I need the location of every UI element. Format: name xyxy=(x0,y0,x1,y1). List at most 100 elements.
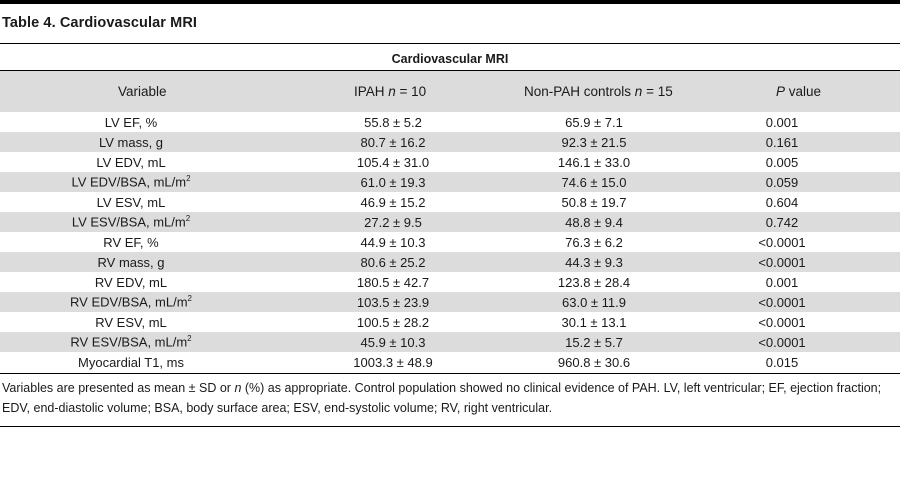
cell-ipah-text: 46.9 ± 15.2 xyxy=(360,194,426,210)
column-header-ipah: IPAH n = 10 xyxy=(262,71,524,112)
cell-p-value-text: 0.161 xyxy=(765,134,799,150)
table-row: RV EF, % 44.9 ± 10.3 76.3 ± 6.2 <0.0001 xyxy=(0,232,900,252)
cell-ipah: 80.6 ± 25.2 xyxy=(262,252,524,272)
table-bottom-rule xyxy=(0,373,900,374)
cell-ipah: 105.4 ± 31.0 xyxy=(262,152,524,172)
cell-controls-text: 30.1 ± 13.1 xyxy=(561,314,627,330)
cell-controls-text: 65.9 ± 7.1 xyxy=(565,114,623,130)
cell-p-value: <0.0001 xyxy=(664,232,900,252)
cell-variable: LV ESV/BSA, mL/m2 xyxy=(0,212,262,232)
cell-ipah: 45.9 ± 10.3 xyxy=(262,332,524,352)
cell-variable: Myocardial T1, ms xyxy=(0,352,262,372)
cell-p-value: <0.0001 xyxy=(664,332,900,352)
cell-variable: RV EF, % xyxy=(0,232,262,252)
cell-controls: 960.8 ± 30.6 xyxy=(524,352,664,372)
cell-p-value-text: 0.742 xyxy=(765,214,799,230)
cell-controls-text: 960.8 ± 30.6 xyxy=(557,354,631,370)
table-row: LV ESV, mL 46.9 ± 15.2 50.8 ± 19.7 0.604 xyxy=(0,192,900,212)
column-header-variable: Variable xyxy=(0,71,262,112)
cell-variable-text: LV EDV, mL xyxy=(96,154,166,170)
controls-n-symbol: n xyxy=(634,84,643,99)
cell-ipah-text: 27.2 ± 9.5 xyxy=(364,214,422,230)
cell-p-value-text: 0.001 xyxy=(765,274,799,290)
cell-ipah-text: 1003.3 ± 48.9 xyxy=(353,354,433,370)
cell-p-value-text: 0.001 xyxy=(765,114,799,130)
cell-controls-text: 92.3 ± 21.5 xyxy=(561,134,627,150)
cell-ipah-text: 100.5 ± 28.2 xyxy=(356,314,430,330)
cell-p-value-text: <0.0001 xyxy=(758,314,806,330)
cell-ipah-text: 80.7 ± 16.2 xyxy=(360,134,426,150)
table-body: LV EF, % 55.8 ± 5.2 65.9 ± 7.1 0.001 LV mass… xyxy=(0,112,900,372)
cell-p-value: 0.015 xyxy=(664,352,900,372)
cell-controls: 123.8 ± 28.4 xyxy=(524,272,664,292)
cell-ipah-text: 61.0 ± 19.3 xyxy=(360,174,426,190)
table-row: RV ESV, mL 100.5 ± 28.2 30.1 ± 13.1 <0.0001 xyxy=(0,312,900,332)
cell-variable: LV ESV, mL xyxy=(0,192,262,212)
cell-controls: 76.3 ± 6.2 xyxy=(524,232,664,252)
cell-p-value: 0.161 xyxy=(664,132,900,152)
cell-ipah-text: 80.6 ± 25.2 xyxy=(360,254,426,270)
cell-variable-text: RV mass, g xyxy=(97,254,165,270)
cell-controls: 63.0 ± 11.9 xyxy=(524,292,664,312)
cell-controls-text: 63.0 ± 11.9 xyxy=(562,294,626,310)
table-row: RV mass, g 80.6 ± 25.2 44.3 ± 9.3 <0.0001 xyxy=(0,252,900,272)
cell-variable: LV EDV, mL xyxy=(0,152,262,172)
cell-ipah-text: 55.8 ± 5.2 xyxy=(364,114,422,130)
cell-p-value: 0.005 xyxy=(664,152,900,172)
cell-controls: 15.2 ± 5.7 xyxy=(524,332,664,352)
cell-p-value: 0.059 xyxy=(664,172,900,192)
table-row: RV EDV/BSA, mL/m2 103.5 ± 23.9 63.0 ± 11.9… xyxy=(0,292,900,312)
cell-controls-text: 44.3 ± 9.3 xyxy=(565,254,623,270)
unit-superscript: 2 xyxy=(186,174,191,184)
cell-variable-text: RV ESV, mL xyxy=(95,314,167,330)
cell-variable: LV EDV/BSA, mL/m2 xyxy=(0,172,262,192)
cell-ipah-text: 105.4 ± 31.0 xyxy=(356,154,430,170)
table-row: LV mass, g 80.7 ± 16.2 92.3 ± 21.5 0.161 xyxy=(0,132,900,152)
cell-controls: 74.6 ± 15.0 xyxy=(524,172,664,192)
cell-controls: 92.3 ± 21.5 xyxy=(524,132,664,152)
cell-variable: RV EDV/BSA, mL/m2 xyxy=(0,292,262,312)
ipah-n-value: = 10 xyxy=(395,84,427,99)
p-symbol: P xyxy=(776,84,786,99)
footnote-part2: (%) as appropriate. Control population s… xyxy=(2,381,882,415)
cell-ipah: 55.8 ± 5.2 xyxy=(262,112,524,132)
cell-variable-text: LV ESV, mL xyxy=(96,194,166,210)
footnote-rule xyxy=(0,426,900,427)
top-rule xyxy=(0,0,900,4)
cell-ipah: 100.5 ± 28.2 xyxy=(262,312,524,332)
cell-ipah: 1003.3 ± 48.9 xyxy=(262,352,524,372)
cell-p-value: 0.001 xyxy=(664,112,900,132)
cell-controls-text: 146.1 ± 33.0 xyxy=(557,154,631,170)
cell-variable-text: LV mass, g xyxy=(98,134,164,150)
ipah-label: IPAH xyxy=(354,84,389,99)
unit-superscript: 2 xyxy=(185,214,191,224)
cell-controls: 30.1 ± 13.1 xyxy=(524,312,664,332)
cell-controls: 50.8 ± 19.7 xyxy=(524,192,664,212)
footnote-part1: Variables are presented as mean ± SD or xyxy=(2,381,235,395)
cell-variable-text: LV ESV/BSA, mL/m xyxy=(71,214,186,230)
cell-p-value-text: <0.0001 xyxy=(758,334,806,350)
title-rule xyxy=(0,43,900,44)
footnote: Variables are presented as mean ± SD or … xyxy=(2,378,898,418)
p-suffix: value xyxy=(785,84,822,99)
cell-controls: 44.3 ± 9.3 xyxy=(524,252,664,272)
cell-variable-text: LV EF, % xyxy=(104,114,158,130)
cell-ipah: 103.5 ± 23.9 xyxy=(262,292,524,312)
cell-controls-text: 50.8 ± 19.7 xyxy=(561,194,627,210)
table-row: RV EDV, mL 180.5 ± 42.7 123.8 ± 28.4 0.001 xyxy=(0,272,900,292)
cell-p-value-text: 0.015 xyxy=(765,354,799,370)
group-header: Cardiovascular MRI xyxy=(391,52,509,66)
cell-ipah-text: 44.9 ± 10.3 xyxy=(360,234,426,250)
table-row: LV EDV/BSA, mL/m2 61.0 ± 19.3 74.6 ± 15.0 0… xyxy=(0,172,900,192)
cell-p-value: <0.0001 xyxy=(664,292,900,312)
column-header-controls: Non-PAH controls n = 15 xyxy=(524,71,673,112)
cell-p-value: <0.0001 xyxy=(664,252,900,272)
group-rule xyxy=(0,70,900,71)
cell-ipah-text: 103.5 ± 23.9 xyxy=(356,294,430,310)
unit-superscript: 2 xyxy=(187,294,192,304)
cell-controls: 48.8 ± 9.4 xyxy=(524,212,664,232)
data-table: Variable IPAH n = 10 Non-PAH controls n … xyxy=(0,71,900,372)
cell-ipah: 80.7 ± 16.2 xyxy=(262,132,524,152)
cell-p-value-text: 0.059 xyxy=(765,174,799,190)
footnote-n-symbol: n xyxy=(234,381,242,395)
